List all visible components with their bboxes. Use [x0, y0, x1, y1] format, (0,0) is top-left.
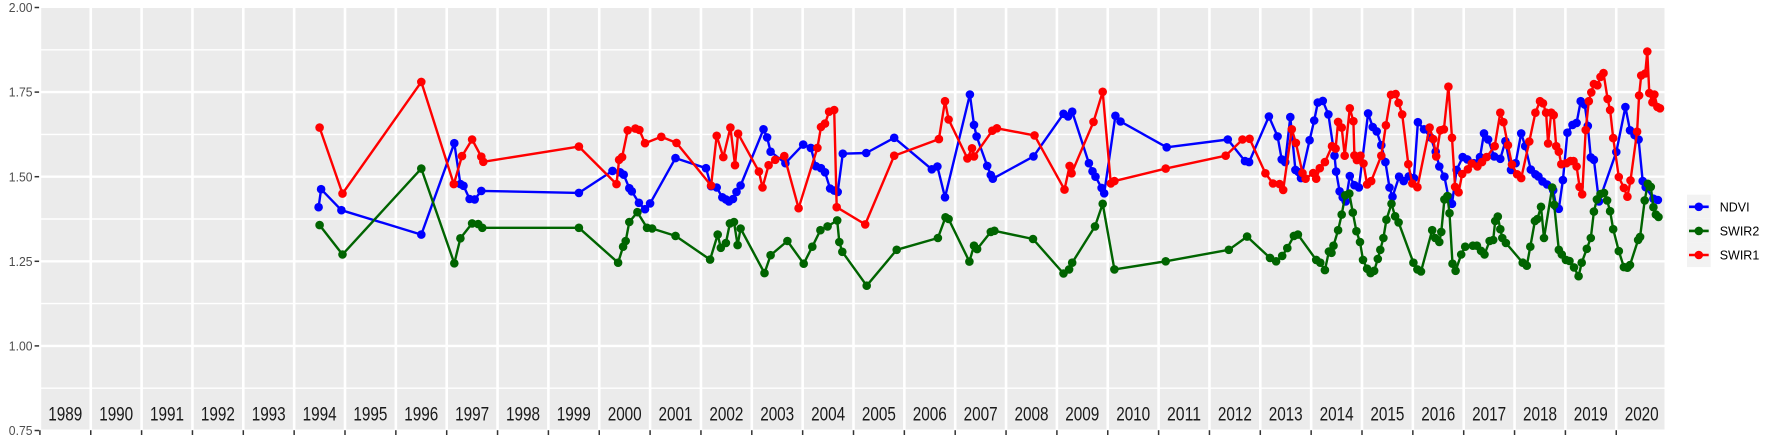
svg-text:2009: 2009 — [1065, 403, 1099, 425]
svg-text:2016: 2016 — [1421, 403, 1455, 425]
svg-text:1992: 1992 — [201, 403, 235, 425]
svg-text:2000: 2000 — [608, 403, 642, 425]
svg-text:0.75: 0.75 — [9, 423, 33, 438]
svg-text:2014: 2014 — [1320, 403, 1354, 425]
svg-text:1990: 1990 — [99, 403, 133, 425]
svg-text:2013: 2013 — [1269, 403, 1303, 425]
svg-text:2001: 2001 — [659, 403, 693, 425]
svg-text:1.25: 1.25 — [9, 254, 33, 269]
svg-text:2015: 2015 — [1370, 403, 1404, 425]
svg-text:1997: 1997 — [455, 403, 489, 425]
svg-text:SWIR2: SWIR2 — [1720, 225, 1760, 239]
svg-text:2007: 2007 — [964, 403, 998, 425]
svg-text:1999: 1999 — [557, 403, 591, 425]
svg-text:1996: 1996 — [404, 403, 438, 425]
svg-text:1991: 1991 — [150, 403, 184, 425]
svg-text:2010: 2010 — [1116, 403, 1150, 425]
svg-text:SWIR1: SWIR1 — [1720, 249, 1760, 263]
svg-text:1.75: 1.75 — [9, 85, 33, 100]
svg-text:1998: 1998 — [506, 403, 540, 425]
svg-text:NDVI: NDVI — [1720, 200, 1750, 214]
svg-text:2002: 2002 — [709, 403, 743, 425]
svg-text:2008: 2008 — [1015, 403, 1049, 425]
svg-text:2003: 2003 — [760, 403, 794, 425]
svg-text:1989: 1989 — [48, 403, 82, 425]
svg-text:2018: 2018 — [1523, 403, 1557, 425]
svg-text:1.50: 1.50 — [9, 169, 33, 184]
svg-text:2005: 2005 — [862, 403, 896, 425]
svg-text:1.00: 1.00 — [9, 339, 33, 354]
svg-text:2.00: 2.00 — [9, 0, 33, 15]
svg-text:2006: 2006 — [913, 403, 947, 425]
svg-text:2012: 2012 — [1218, 403, 1252, 425]
svg-text:2017: 2017 — [1472, 403, 1506, 425]
svg-text:1993: 1993 — [252, 403, 286, 425]
svg-text:2019: 2019 — [1574, 403, 1608, 425]
svg-text:2004: 2004 — [811, 403, 845, 425]
svg-text:2011: 2011 — [1167, 403, 1201, 425]
svg-text:2020: 2020 — [1625, 403, 1659, 425]
svg-text:1995: 1995 — [353, 403, 387, 425]
svg-text:1994: 1994 — [303, 403, 337, 425]
